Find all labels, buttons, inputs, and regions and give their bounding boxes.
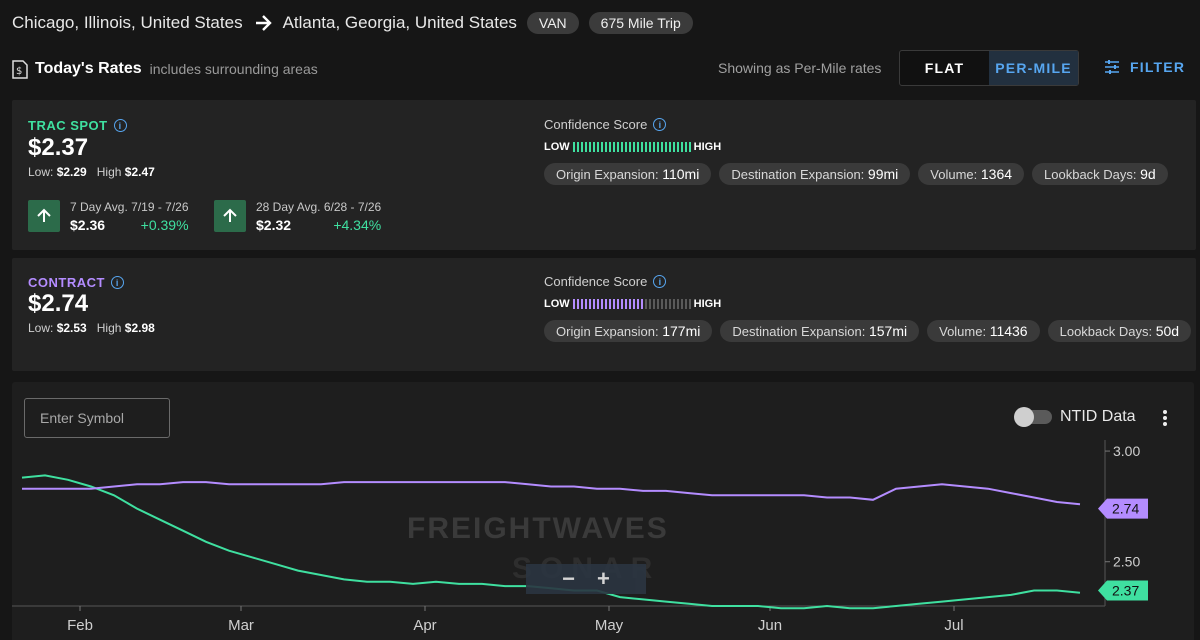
info-icon[interactable]: i — [110, 276, 124, 289]
confidence-ticks — [572, 299, 691, 309]
y-tick-label: 2.50 — [1113, 554, 1140, 570]
avg28-value: $2.32 — [256, 217, 292, 233]
origin-label: Chicago, Illinois, United States — [12, 13, 243, 32]
svg-text:$: $ — [16, 66, 22, 77]
lane-header: Chicago, Illinois, United States Atlanta… — [12, 10, 693, 36]
filter-label: FILTER — [1130, 59, 1186, 75]
arrow-up-icon — [214, 200, 246, 232]
ntid-label: NTID Data — [1060, 408, 1136, 425]
expansion-tag: Lookback Days: 9d — [1032, 163, 1168, 185]
x-tick-label: Mar — [228, 617, 254, 634]
last-value-label: 2.74 — [1112, 501, 1139, 517]
contract-price: $2.74 — [28, 290, 89, 317]
trac-spot-title: TRAC SPOT — [28, 118, 108, 133]
x-tick-label: Jul — [944, 617, 963, 634]
expansion-tag: Destination Expansion: 99mi — [719, 163, 911, 185]
symbol-input[interactable]: Enter Symbol — [24, 398, 170, 438]
chart-panel: FREIGHTWAVESSONAR3.002.50FebMarAprMayJun… — [12, 382, 1194, 640]
rates-title: Today's Rates — [35, 60, 142, 77]
destination-label: Atlanta, Georgia, United States — [282, 13, 517, 32]
contract-low-label: Low: — [28, 321, 54, 335]
avg28-change: +4.34% — [333, 217, 382, 233]
confidence-low-label: LOW — [544, 298, 570, 310]
confidence-title: Confidence Score — [544, 117, 648, 132]
confidence-ticks — [572, 142, 691, 152]
ntid-switch[interactable] — [1014, 407, 1052, 427]
spot-low-value: $2.29 — [56, 165, 87, 179]
spot-low-high: Low: $2.29 High $2.47 — [28, 165, 155, 179]
showing-text: Showing as Per-Mile rates — [718, 60, 882, 76]
contract-confidence-meter: LOW HIGH — [544, 298, 721, 310]
expansion-tag: Volume: 1364 — [918, 163, 1025, 185]
spot-high-label: High — [96, 165, 122, 179]
twenty-eight-day-average: 28 Day Avg. 6/28 - 7/26 $2.32 +4.34% — [214, 198, 381, 234]
confidence-low-label: LOW — [544, 141, 570, 153]
spot-price: $2.37 — [28, 134, 89, 161]
contract-confidence-title: Confidence Score i — [544, 274, 667, 289]
sliders-icon — [1105, 60, 1119, 74]
more-options-icon[interactable] — [1162, 410, 1168, 426]
watermark-text: FREIGHTWAVES — [407, 512, 669, 545]
x-tick-label: Jun — [758, 617, 782, 634]
rate-mode-toggle: FLAT PER-MILE — [899, 50, 1079, 86]
avg28-label: 28 Day Avg. 6/28 - 7/26 — [256, 200, 382, 214]
x-tick-label: Apr — [413, 617, 436, 634]
expansion-tag: Origin Expansion: 177mi — [544, 320, 713, 342]
y-tick-label: 3.00 — [1113, 443, 1140, 459]
contract-title: CONTRACT — [28, 275, 105, 290]
series-line-contract — [22, 481, 1081, 506]
contract-label: CONTRACT i — [28, 275, 124, 290]
ntid-toggle[interactable]: NTID Data — [1014, 407, 1136, 427]
info-icon[interactable]: i — [113, 119, 127, 132]
zoom-controls: − + — [526, 564, 646, 594]
info-icon[interactable]: i — [653, 275, 667, 288]
confidence-high-label: HIGH — [693, 298, 722, 310]
arrow-up-icon — [28, 200, 60, 232]
expansion-tag: Volume: 11436 — [927, 320, 1040, 342]
contract-low-high: Low: $2.53 High $2.98 — [28, 321, 155, 335]
rates-toolbar: $ Today's Rates includes surrounding are… — [12, 50, 1188, 86]
contract-low-value: $2.53 — [56, 321, 87, 335]
expansion-tag: Origin Expansion: 110mi — [544, 163, 712, 185]
last-value-badge — [1098, 580, 1148, 601]
spot-confidence-title: Confidence Score i — [544, 117, 667, 132]
info-icon[interactable]: i — [653, 118, 667, 131]
arrow-right-icon — [255, 15, 272, 31]
contract-expansion-tags: Origin Expansion: 177mi Destination Expan… — [544, 320, 1192, 342]
contract-card: CONTRACT i $2.74 Low: $2.53 High $2.98 C… — [12, 258, 1196, 371]
spot-confidence-meter: LOW HIGH — [544, 141, 721, 153]
confidence-high-label: HIGH — [693, 141, 722, 153]
avg7-label: 7 Day Avg. 7/19 - 7/26 — [70, 200, 189, 214]
trip-badge: 675 Mile Trip — [588, 12, 693, 34]
contract-high-value: $2.98 — [124, 321, 155, 335]
seven-day-average: 7 Day Avg. 7/19 - 7/26 $2.36 +0.39% — [28, 198, 189, 234]
trac-spot-label: TRAC SPOT i — [28, 118, 127, 133]
last-value-badge — [1098, 498, 1148, 519]
x-tick-label: Feb — [67, 617, 93, 634]
avg7-value: $2.36 — [70, 217, 106, 233]
spot-low-label: Low: — [28, 165, 54, 179]
filter-button[interactable]: FILTER — [1104, 59, 1185, 75]
spot-high-value: $2.47 — [124, 165, 155, 179]
rates-subtitle: includes surrounding areas — [149, 61, 318, 77]
last-value-label: 2.37 — [1112, 583, 1139, 599]
x-tick-label: May — [595, 617, 624, 634]
contract-high-label: High — [96, 321, 122, 335]
expansion-tag: Destination Expansion: 157mi — [720, 320, 920, 342]
spot-expansion-tags: Origin Expansion: 110mi Destination Expan… — [544, 163, 1168, 185]
equipment-badge: VAN — [526, 12, 579, 34]
expansion-tag: Lookback Days: 50d — [1047, 320, 1192, 342]
dollar-document-icon: $ — [12, 59, 28, 79]
confidence-title: Confidence Score — [544, 274, 648, 289]
per-mile-button[interactable]: PER-MILE — [989, 51, 1078, 85]
trac-spot-card: TRAC SPOT i $2.37 Low: $2.29 High $2.47 … — [12, 100, 1196, 250]
avg7-change: +0.39% — [140, 217, 189, 233]
zoom-in-button[interactable]: + — [597, 566, 610, 591]
zoom-out-button[interactable]: − — [562, 566, 575, 591]
flat-button[interactable]: FLAT — [924, 60, 965, 76]
